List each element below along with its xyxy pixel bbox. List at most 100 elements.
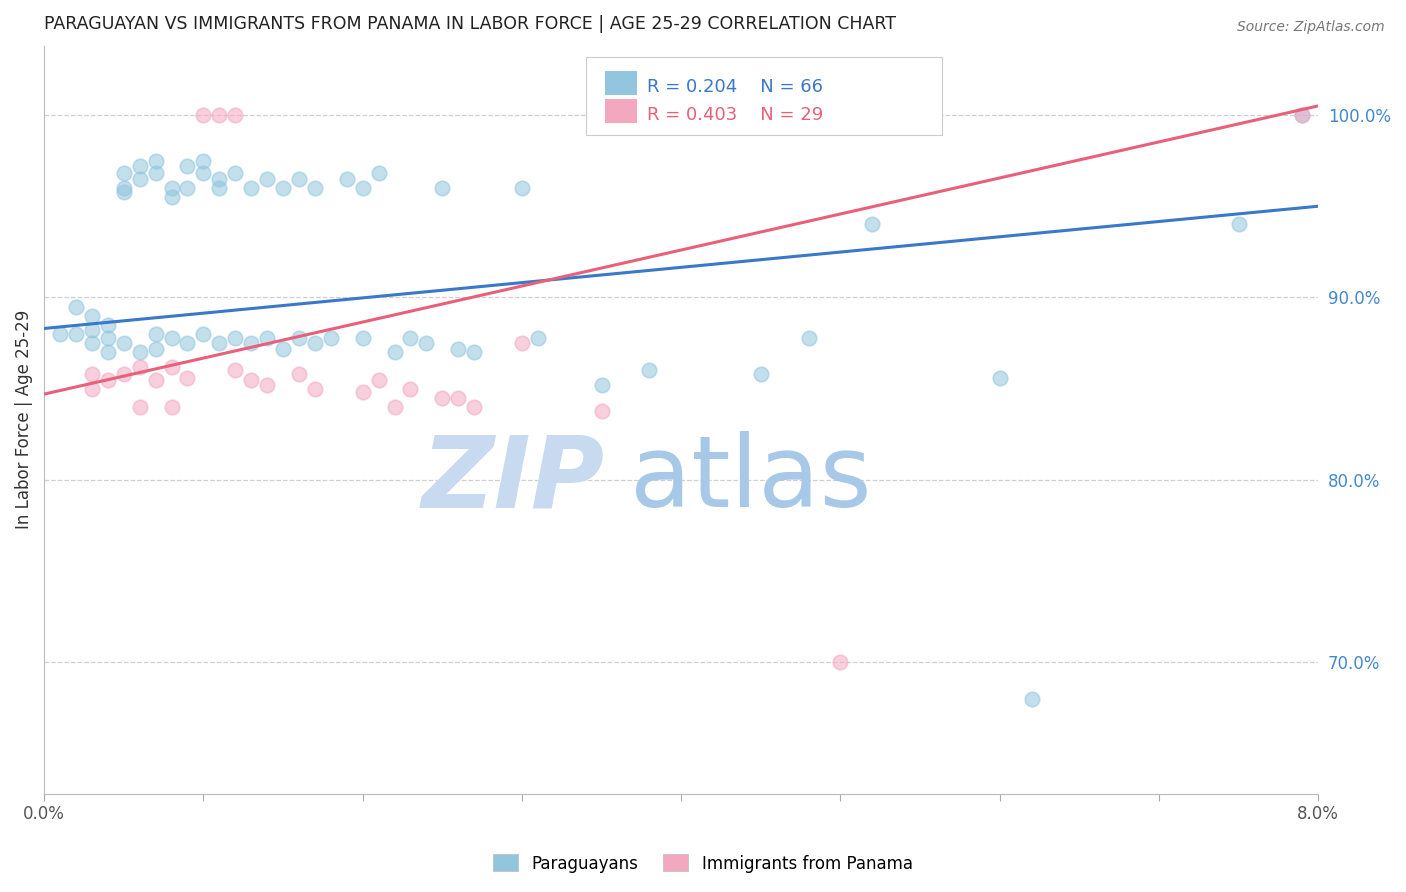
Point [193,108,215,122]
Point [367,166,389,180]
Point [112,166,135,180]
Point [591,378,613,392]
Point [510,181,533,195]
Point [97,372,120,386]
Text: atlas: atlas [630,431,872,528]
Point [352,385,374,400]
Point [224,166,246,180]
Point [112,185,135,199]
Point [240,181,263,195]
FancyBboxPatch shape [586,57,942,136]
Point [208,108,231,122]
Point [208,181,231,195]
Point [145,166,167,180]
Point [1021,691,1043,706]
Point [80,367,103,381]
Point [145,342,167,356]
Point [128,345,150,359]
Point [384,400,406,414]
Point [463,345,485,359]
Point [176,181,198,195]
Point [288,367,311,381]
Point [97,330,120,344]
Point [447,342,470,356]
Point [1291,108,1313,122]
Point [1227,218,1250,232]
FancyBboxPatch shape [605,71,637,95]
Text: Source: ZipAtlas.com: Source: ZipAtlas.com [1237,20,1385,34]
Point [1291,108,1313,122]
Point [128,159,150,173]
Point [830,656,852,670]
Point [367,372,389,386]
Point [176,159,198,173]
Text: ZIP: ZIP [422,431,605,528]
Point [432,181,454,195]
Point [193,153,215,168]
Point [256,378,278,392]
Point [176,370,198,384]
Point [80,309,103,323]
Point [128,400,150,414]
Point [271,342,294,356]
Point [336,172,359,186]
Text: R = 0.403    N = 29: R = 0.403 N = 29 [647,105,823,124]
Y-axis label: In Labor Force | Age 25-29: In Labor Force | Age 25-29 [15,310,32,529]
Point [208,336,231,351]
Point [224,330,246,344]
Point [319,330,342,344]
Point [65,326,87,341]
Point [352,181,374,195]
Point [240,372,263,386]
Point [988,370,1011,384]
Point [80,323,103,337]
Point [399,382,422,396]
Point [432,391,454,405]
Point [860,218,883,232]
Point [80,336,103,351]
Point [160,181,183,195]
Point [240,336,263,351]
Point [256,172,278,186]
Point [112,181,135,195]
Point [510,336,533,351]
Point [304,181,326,195]
Point [128,359,150,374]
Point [128,172,150,186]
Point [256,330,278,344]
Point [49,326,72,341]
Point [193,326,215,341]
Point [145,326,167,341]
Point [65,300,87,314]
Text: R = 0.204    N = 66: R = 0.204 N = 66 [647,78,823,95]
Point [160,330,183,344]
Point [304,382,326,396]
Point [160,359,183,374]
Point [415,336,437,351]
Point [97,345,120,359]
Point [145,372,167,386]
Point [145,153,167,168]
Point [399,330,422,344]
Point [447,391,470,405]
Point [384,345,406,359]
Point [224,108,246,122]
Text: PARAGUAYAN VS IMMIGRANTS FROM PANAMA IN LABOR FORCE | AGE 25-29 CORRELATION CHAR: PARAGUAYAN VS IMMIGRANTS FROM PANAMA IN … [44,15,896,33]
FancyBboxPatch shape [605,99,637,123]
Point [112,367,135,381]
Point [80,382,103,396]
Point [749,367,772,381]
Point [160,400,183,414]
Point [304,336,326,351]
Point [638,363,661,377]
Point [463,400,485,414]
Point [288,330,311,344]
Point [112,336,135,351]
Point [224,363,246,377]
Point [97,318,120,332]
Point [591,403,613,417]
Point [160,190,183,204]
Point [193,166,215,180]
Point [208,172,231,186]
Point [271,181,294,195]
